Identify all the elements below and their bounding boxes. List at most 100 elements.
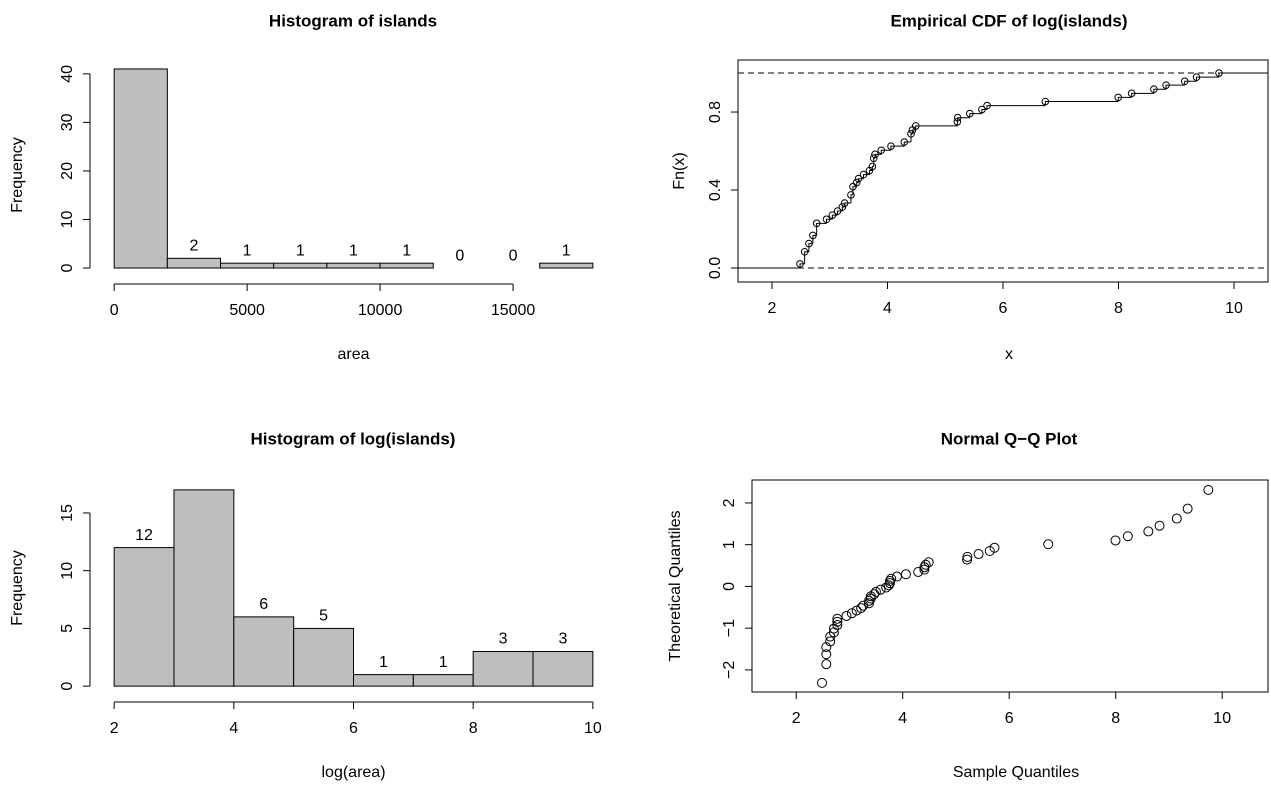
- step-line: [969, 113, 982, 118]
- chart-title: Normal Q−Q Plot: [941, 429, 1078, 448]
- x-tick-label: 10: [584, 720, 602, 737]
- y-tick-label: 20: [59, 162, 76, 180]
- bar-label: 1: [379, 654, 388, 671]
- bar-label: 1: [243, 242, 252, 259]
- panel: Normal Q−Q Plot Sample Quantiles Theoretic…: [667, 429, 1269, 781]
- x-tick-label: 6: [349, 720, 358, 737]
- step-line: [826, 218, 833, 224]
- point: [1215, 69, 1223, 77]
- bar: [472, 651, 534, 687]
- y-tick-label: 0: [721, 582, 738, 591]
- x-tick-label: 10: [1225, 300, 1243, 317]
- point: [832, 613, 843, 624]
- x-tick-label: 5000: [229, 302, 265, 319]
- y-tick-label: −1: [721, 619, 738, 637]
- step-line: [873, 157, 876, 167]
- step-line: [890, 145, 905, 151]
- bar-label: 1: [349, 242, 358, 259]
- x-axis-title: log(area): [321, 764, 385, 781]
- x-tick-label: 6: [1005, 710, 1014, 727]
- bar: [539, 262, 594, 269]
- point: [852, 178, 861, 187]
- point: [849, 182, 857, 191]
- x-axis-title: area: [337, 346, 369, 363]
- point: [1143, 526, 1154, 537]
- x-axis-title: Sample Quantiles: [953, 764, 1079, 781]
- step-line: [903, 141, 912, 147]
- point: [847, 191, 855, 199]
- point: [828, 211, 837, 219]
- point: [989, 542, 1000, 553]
- step-line: [1153, 88, 1167, 94]
- point: [859, 170, 868, 179]
- point: [891, 571, 902, 582]
- plot-area: [738, 69, 1268, 269]
- y-tick-label: 10: [59, 562, 76, 580]
- x-tick-label: 2: [792, 710, 801, 727]
- point: [919, 564, 930, 575]
- point: [884, 578, 895, 589]
- point: [838, 203, 847, 211]
- point: [800, 247, 809, 256]
- bar-label: 0: [509, 247, 518, 264]
- point: [1150, 85, 1158, 94]
- step-line: [816, 222, 827, 236]
- x-tick-label: 10000: [358, 302, 403, 319]
- bar: [220, 262, 275, 269]
- point: [812, 219, 821, 228]
- bar-label: 41: [132, 48, 150, 65]
- step-line: [880, 149, 891, 155]
- bar-label: 1: [562, 242, 571, 259]
- bar: [532, 651, 594, 687]
- y-axis-title: Frequency: [9, 137, 26, 213]
- point: [868, 162, 877, 171]
- point: [883, 580, 894, 591]
- y-tick-label: 0: [59, 682, 76, 691]
- x-tick-label: 8: [469, 720, 478, 737]
- point: [825, 636, 836, 647]
- point: [858, 600, 869, 611]
- bar-label: 1: [402, 242, 411, 259]
- point: [923, 557, 934, 568]
- point: [870, 586, 881, 597]
- bar: [173, 489, 235, 687]
- step-line: [1165, 84, 1185, 90]
- x-tick-label: 2: [110, 720, 119, 737]
- panel: Empirical CDF of log(islands) x Fn(x) 2 4 6 8 1…: [671, 11, 1269, 363]
- x-tick-label: 4: [883, 300, 892, 317]
- step-line: [1117, 96, 1132, 102]
- point: [796, 260, 804, 268]
- bar: [379, 262, 434, 269]
- x-tick-label: 10: [1213, 710, 1231, 727]
- step-line: [856, 182, 859, 187]
- point: [1110, 535, 1121, 546]
- bar-label: 1: [296, 242, 305, 259]
- point: [817, 677, 828, 688]
- point: [856, 603, 867, 614]
- step-line: [910, 133, 913, 143]
- bar: [412, 674, 474, 687]
- y-tick-label: 10: [59, 210, 76, 228]
- point: [877, 146, 886, 155]
- bar: [326, 262, 381, 269]
- plot-area: [817, 484, 1214, 688]
- chart-title: Histogram of log(islands): [251, 429, 456, 448]
- y-tick-label: −2: [721, 661, 738, 679]
- point: [1171, 513, 1182, 524]
- point: [821, 649, 832, 660]
- step-line: [1184, 80, 1197, 86]
- chart-title: Empirical CDF of log(islands): [890, 11, 1127, 30]
- step-line: [850, 194, 853, 204]
- bar-label: 0: [455, 247, 464, 264]
- point: [962, 551, 973, 562]
- step-line: [869, 170, 873, 175]
- point: [900, 569, 911, 580]
- step-line: [844, 202, 851, 207]
- step-line: [911, 129, 916, 134]
- y-tick-label: 1: [721, 540, 738, 549]
- y-tick-label: 5: [59, 624, 76, 633]
- point: [911, 122, 920, 130]
- point: [863, 598, 874, 609]
- point: [1192, 73, 1201, 81]
